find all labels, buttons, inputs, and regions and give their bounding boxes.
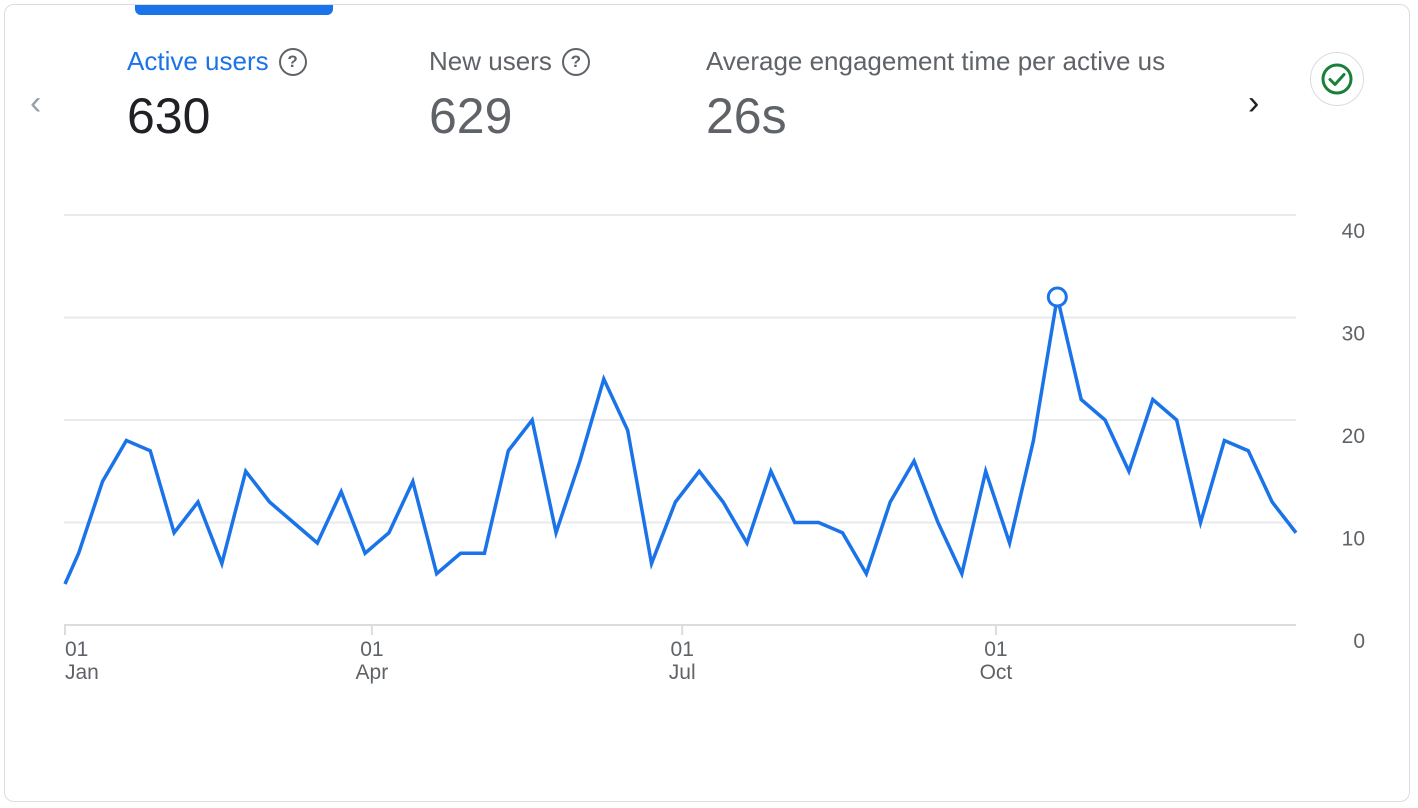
x-tick-month: Jul bbox=[669, 661, 696, 684]
check-circle-icon bbox=[1321, 63, 1353, 95]
metric-label: Average engagement time per active us bbox=[706, 46, 1166, 76]
x-tick-day: 01 bbox=[984, 638, 1007, 661]
metric-label: Active users bbox=[127, 46, 269, 76]
x-tick-day: 01 bbox=[671, 638, 694, 661]
chevron-left-icon[interactable]: ‹ bbox=[30, 84, 42, 122]
selected-tab-indicator bbox=[135, 5, 333, 15]
metric-label: New users bbox=[429, 46, 552, 76]
y-tick-label: 0 bbox=[1353, 630, 1365, 653]
y-tick-label: 30 bbox=[1342, 323, 1365, 346]
active-users-card bbox=[4, 4, 1410, 802]
x-tick-month: Jan bbox=[65, 661, 99, 684]
help-circle-icon[interactable]: ? bbox=[561, 47, 590, 76]
tab-average-engagement-time[interactable]: Average engagement time per active us 26… bbox=[706, 46, 1226, 145]
x-tick-month: Apr bbox=[356, 661, 389, 684]
metric-value: 629 bbox=[429, 88, 513, 144]
x-tick-day: 01 bbox=[65, 638, 88, 661]
metric-value: 630 bbox=[127, 88, 211, 144]
y-tick-label: 20 bbox=[1342, 425, 1365, 448]
status-indicator[interactable] bbox=[1310, 52, 1364, 106]
x-tick-day: 01 bbox=[360, 638, 383, 661]
chevron-right-icon[interactable]: › bbox=[1248, 84, 1260, 122]
tab-active-users[interactable]: Active users? 630 bbox=[127, 46, 307, 145]
y-tick-label: 40 bbox=[1342, 220, 1365, 243]
help-circle-icon[interactable]: ? bbox=[278, 47, 307, 76]
y-tick-label: 10 bbox=[1342, 528, 1365, 551]
highlighted-data-point bbox=[1046, 286, 1068, 308]
x-tick-month: Oct bbox=[980, 661, 1013, 684]
metric-value: 26s bbox=[706, 88, 787, 144]
tab-new-users[interactable]: New users? 629 bbox=[429, 46, 590, 145]
series-line bbox=[63, 296, 1298, 585]
